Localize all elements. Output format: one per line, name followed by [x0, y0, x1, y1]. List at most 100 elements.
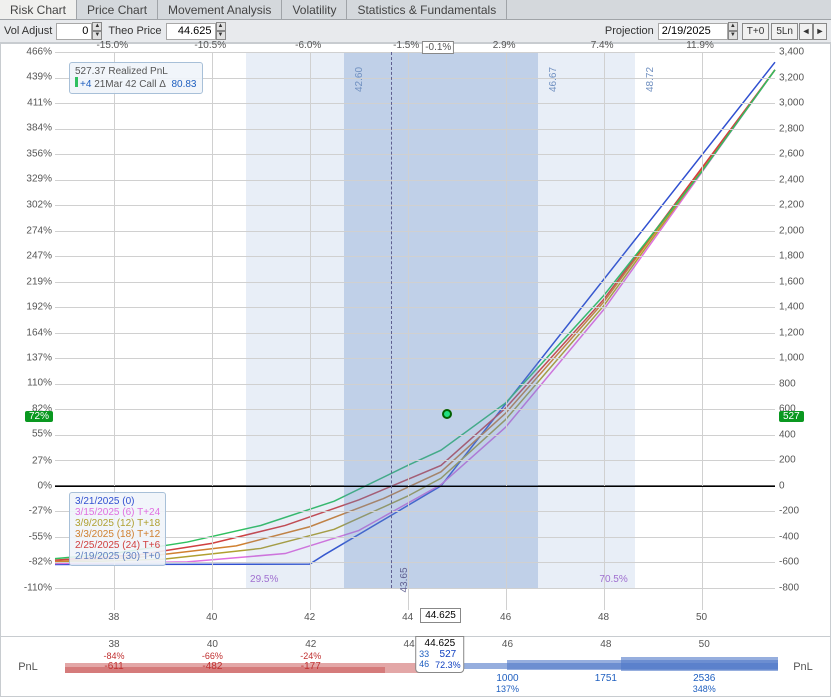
band-right-pct: 70.5%: [599, 574, 627, 585]
tab-bar: Risk Chart Price Chart Movement Analysis…: [0, 0, 831, 20]
pill-5ln[interactable]: 5Ln: [771, 23, 798, 40]
projection-up[interactable]: ▲: [728, 22, 738, 31]
vol-adjust-up[interactable]: ▲: [92, 22, 102, 31]
bp-x-tick: 40: [207, 639, 218, 650]
y-left-tick: -55%: [29, 531, 52, 542]
y-right-tick: 1,000: [779, 353, 804, 364]
x-tick: 42: [304, 612, 315, 623]
pnl-label-left: PnL: [1, 637, 55, 696]
y-left-tick: 137%: [26, 353, 52, 364]
nav-right[interactable]: ►: [813, 23, 827, 40]
y-left-tick: 219%: [26, 276, 52, 287]
theo-price-input[interactable]: [166, 23, 216, 40]
y-right-tick: -400: [779, 531, 799, 542]
bp-x-tick: 46: [502, 639, 513, 650]
left-value-badge: 72%: [25, 411, 53, 422]
x-tick: 50: [696, 612, 707, 623]
y-right-tick: -600: [779, 557, 799, 568]
tab-risk-chart[interactable]: Risk Chart: [0, 0, 77, 19]
y-right-tick: 3,400: [779, 47, 804, 58]
projection-date-input[interactable]: [658, 23, 728, 40]
info-box: 527.37 Realized PnL+4 21Mar 42 Call Δ 80…: [69, 62, 203, 94]
y-right-tick: 2,000: [779, 225, 804, 236]
bp-x-tick: 50: [699, 639, 710, 650]
bp-pos-value: 1751: [595, 673, 617, 684]
pnl-body[interactable]: 38404244464850-84%-611-66%-482-24%-17710…: [55, 637, 776, 696]
top-tick: -0.1%: [422, 41, 454, 54]
y-right-tick: 3,000: [779, 98, 804, 109]
y-left-tick: 0%: [38, 480, 52, 491]
vol-adjust-input[interactable]: [56, 23, 92, 40]
top-tick: -1.5%: [393, 40, 419, 51]
y-right-tick: 3,200: [779, 72, 804, 83]
bp-neg-value: -24%-177: [300, 651, 321, 672]
theo-price-down[interactable]: ▼: [216, 31, 226, 40]
pnl-panel: PnL 38 40 42 44 46 48 50 -84%-611 -66%-482 -24%-1…: [0, 637, 831, 697]
y-left-tick: -110%: [24, 583, 52, 594]
tab-volatility[interactable]: Volatility: [282, 0, 347, 19]
x-tick: 38: [108, 612, 119, 623]
y-left-tick: 466%: [26, 47, 52, 58]
top-tick: 7.4%: [591, 40, 614, 51]
vdash-label: 43.65: [399, 567, 410, 592]
y-right-tick: 1,200: [779, 327, 804, 338]
pnl-label-right: PnL: [776, 637, 830, 696]
nav-left[interactable]: ◄: [799, 23, 813, 40]
bp-x-tick: 44: [404, 639, 415, 650]
y-right-tick: 200: [779, 455, 796, 466]
bp-pos-bar: [621, 657, 778, 671]
x-tick: 46: [500, 612, 511, 623]
bp-x-tick: 42: [305, 639, 316, 650]
theo-price-up[interactable]: ▲: [216, 22, 226, 31]
y-left-tick: 247%: [26, 250, 52, 261]
vol-adjust-label: Vol Adjust: [4, 25, 52, 37]
y-left-tick: 110%: [27, 378, 52, 389]
tab-movement-analysis[interactable]: Movement Analysis: [158, 0, 282, 19]
bp-neg-value: -66%-482: [202, 651, 223, 672]
theo-price-label: Theo Price: [108, 25, 161, 37]
projection-down[interactable]: ▼: [728, 31, 738, 40]
current-marker: [442, 409, 452, 419]
top-tick: -15.0%: [96, 40, 128, 51]
bp-x-tick: 48: [600, 639, 611, 650]
bp-center-box: 44.625334652772.3%: [415, 636, 465, 673]
y-left-tick: 27%: [32, 455, 52, 466]
plot-area[interactable]: 43.6529.5%70.5%42.6046.6748.72527.37 Rea…: [55, 52, 775, 610]
chart-container: 43.6529.5%70.5%42.6046.6748.72527.37 Rea…: [0, 43, 831, 637]
y-right-tick: 0: [779, 480, 785, 491]
y-right-tick: 2,200: [779, 200, 804, 211]
y-right-tick: 400: [779, 429, 796, 440]
y-left-tick: 411%: [27, 98, 52, 109]
band-inner-right-label: 46.67: [548, 67, 559, 92]
bp-pos-value: 2536348%: [693, 673, 716, 694]
right-value-badge: 527: [779, 411, 804, 422]
series-legend: 3/21/2025 (0)3/15/2025 (6) T+243/9/2025 …: [69, 492, 166, 566]
pill-t0[interactable]: T+0: [742, 23, 770, 40]
y-left-tick: 356%: [26, 149, 52, 160]
y-right-tick: 2,800: [779, 123, 804, 134]
band-left-pct: 29.5%: [250, 574, 278, 585]
y-right-tick: 2,600: [779, 149, 804, 160]
top-tick: -6.0%: [295, 40, 321, 51]
y-left-tick: -27%: [29, 505, 52, 516]
top-tick: -10.5%: [194, 40, 226, 51]
y-right-tick: -200: [779, 506, 799, 517]
x-tick: 48: [598, 612, 609, 623]
y-right-tick: 800: [779, 378, 796, 389]
y-left-tick: 439%: [26, 72, 52, 83]
y-right-tick: 1,400: [779, 302, 804, 313]
y-left-tick: -82%: [29, 556, 52, 567]
y-left-tick: 164%: [26, 328, 52, 339]
top-tick: 2.9%: [493, 40, 516, 51]
y-right-tick: 1,800: [779, 251, 804, 262]
y-left-tick: 274%: [26, 225, 52, 236]
band-outer-right-label: 48.72: [645, 67, 656, 92]
tab-price-chart[interactable]: Price Chart: [77, 0, 158, 19]
y-left-tick: 302%: [26, 199, 52, 210]
y-right-tick: -800: [779, 583, 799, 594]
tab-stats-fundamentals[interactable]: Statistics & Fundamentals: [347, 0, 507, 19]
y-left-tick: 384%: [26, 123, 52, 134]
vol-adjust-down[interactable]: ▼: [92, 31, 102, 40]
bp-neg-value: -84%-611: [104, 651, 125, 672]
bp-x-tick: 38: [108, 639, 119, 650]
